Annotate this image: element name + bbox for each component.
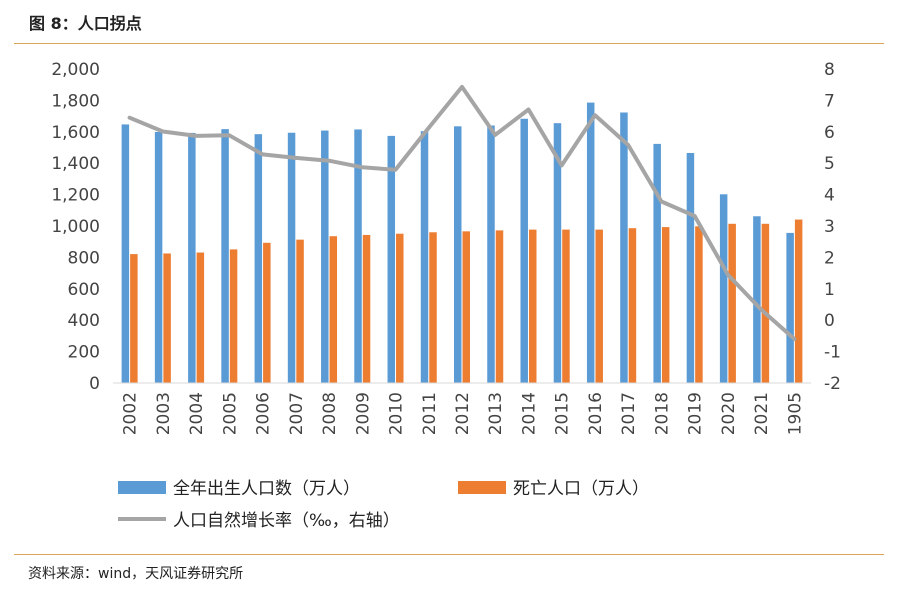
birth-bar-2012 bbox=[454, 126, 462, 384]
birth-bar-2018 bbox=[653, 143, 661, 383]
death-bar-2006 bbox=[263, 242, 271, 383]
x-tick-label-2021: 2021 bbox=[752, 392, 772, 435]
death-bar-1905 bbox=[794, 219, 803, 383]
birth-bar-2020 bbox=[719, 194, 728, 383]
y-right-tick-label: 1 bbox=[824, 280, 835, 300]
x-tick-label-2016: 2016 bbox=[586, 392, 606, 435]
birth-bar-2015 bbox=[553, 123, 562, 383]
birth-bar-2004 bbox=[188, 132, 196, 383]
x-tick-label-2011: 2011 bbox=[420, 392, 440, 435]
x-tick-label-2020: 2020 bbox=[719, 392, 739, 435]
x-tick-label-2008: 2008 bbox=[320, 392, 340, 435]
birth-bar-2003 bbox=[154, 131, 163, 383]
x-tick-label-2017: 2017 bbox=[619, 392, 639, 435]
legend-label-rate: 人口自然增长率（‰，右轴） bbox=[173, 511, 400, 531]
x-tick-label-2009: 2009 bbox=[353, 392, 373, 435]
x-tick-label-2002: 2002 bbox=[121, 392, 141, 435]
death-bar-2003 bbox=[163, 253, 171, 383]
death-bar-2011 bbox=[429, 232, 437, 383]
x-tick-label-2010: 2010 bbox=[387, 392, 407, 435]
death-bar-2008 bbox=[329, 236, 338, 383]
x-tick-label-2013: 2013 bbox=[486, 392, 506, 435]
death-bar-2018 bbox=[661, 227, 670, 383]
birth-bar-2008 bbox=[321, 130, 329, 383]
y-right-tick-label: 6 bbox=[824, 123, 835, 143]
y-right-tick-label: 4 bbox=[824, 186, 835, 206]
birth-bar-2009 bbox=[354, 129, 362, 383]
birth-bar-2014 bbox=[520, 118, 528, 384]
x-tick-label-2018: 2018 bbox=[652, 392, 672, 435]
death-bar-2020 bbox=[728, 223, 736, 383]
y-left-tick-label: 600 bbox=[68, 280, 100, 300]
y-left-tick-label: 2,000 bbox=[51, 60, 100, 80]
legend-swatch-deaths bbox=[458, 481, 506, 494]
birth-bar-2019 bbox=[686, 152, 695, 383]
y-left-tick-label: 1,000 bbox=[51, 217, 100, 237]
y-left-tick-label: 1,800 bbox=[51, 91, 100, 111]
death-bar-2012 bbox=[462, 231, 470, 383]
natural-growth-rate-line bbox=[127, 84, 797, 341]
y-left-tick-label: 1,600 bbox=[51, 123, 100, 143]
legend-swatch-births bbox=[118, 481, 166, 494]
y-left-tick-label: 400 bbox=[68, 311, 100, 331]
death-bar-2015 bbox=[562, 229, 570, 383]
x-tick-label-2005: 2005 bbox=[220, 392, 240, 435]
birth-bar-2002 bbox=[121, 124, 130, 384]
death-bar-2002 bbox=[130, 254, 138, 383]
birth-bar-2011 bbox=[420, 131, 429, 383]
death-bar-2007 bbox=[296, 239, 304, 383]
y-left-tick-label: 0 bbox=[89, 374, 100, 394]
x-tick-label-1905: 1905 bbox=[785, 392, 805, 435]
legend-label-deaths: 死亡人口（万人） bbox=[513, 479, 649, 499]
y-right-tick-label: 7 bbox=[824, 91, 835, 111]
x-tick-label-2015: 2015 bbox=[553, 392, 573, 435]
birth-bar-2007 bbox=[287, 132, 296, 383]
legend-label-births: 全年出生人口数（万人） bbox=[173, 479, 360, 499]
y-left-tick-label: 1,400 bbox=[51, 154, 100, 174]
source-note: 资料来源：wind，天风证券研究所 bbox=[28, 566, 244, 582]
bottom-divider bbox=[14, 554, 884, 555]
death-bar-2014 bbox=[528, 229, 537, 383]
y-right-tick-label: 2 bbox=[824, 248, 835, 268]
birth-bar-2010 bbox=[387, 135, 396, 383]
x-tick-label-2014: 2014 bbox=[519, 392, 539, 435]
death-bar-2004 bbox=[196, 252, 205, 383]
birth-bar-2016 bbox=[586, 102, 595, 384]
x-tick-label-2006: 2006 bbox=[254, 392, 274, 435]
y-right-tick-label: 0 bbox=[824, 311, 835, 331]
y-left-tick-label: 1,200 bbox=[51, 186, 100, 206]
x-tick-label-2007: 2007 bbox=[287, 392, 307, 435]
death-bar-2005 bbox=[229, 249, 238, 383]
birth-bar-2017 bbox=[620, 112, 628, 383]
y-right-tick-label: 5 bbox=[824, 154, 835, 174]
x-tick-label-2012: 2012 bbox=[453, 392, 473, 435]
x-tick-label-2019: 2019 bbox=[686, 392, 706, 435]
death-bar-2010 bbox=[396, 233, 404, 383]
y-right-tick-label: 8 bbox=[824, 60, 835, 80]
top-divider bbox=[14, 43, 884, 44]
figure-title: 图 8：人口拐点 bbox=[29, 14, 142, 33]
y-left-tick-label: 200 bbox=[68, 343, 100, 363]
y-left-tick-label: 800 bbox=[68, 248, 100, 268]
death-bar-2017 bbox=[628, 228, 637, 383]
death-bar-2009 bbox=[362, 234, 371, 383]
y-right-tick-label: -1 bbox=[824, 343, 841, 363]
birth-bar-2006 bbox=[254, 134, 263, 383]
x-tick-label-2003: 2003 bbox=[154, 392, 174, 435]
y-right-tick-label: 3 bbox=[824, 217, 835, 237]
death-bar-2016 bbox=[595, 229, 603, 383]
legend: 全年出生人口数（万人） 死亡人口（万人） 人口自然增长率（‰，右轴） bbox=[118, 479, 649, 531]
birth-bar-1905 bbox=[786, 232, 794, 383]
birth-bar-2021 bbox=[753, 216, 761, 383]
death-bar-2013 bbox=[495, 230, 504, 383]
death-bar-2021 bbox=[761, 223, 770, 383]
y-right-tick-label: -2 bbox=[824, 374, 841, 394]
x-tick-label-2004: 2004 bbox=[187, 392, 207, 435]
birth-bar-2005 bbox=[221, 129, 229, 383]
birth-bar-2013 bbox=[487, 125, 495, 384]
death-bar-2019 bbox=[695, 226, 703, 383]
